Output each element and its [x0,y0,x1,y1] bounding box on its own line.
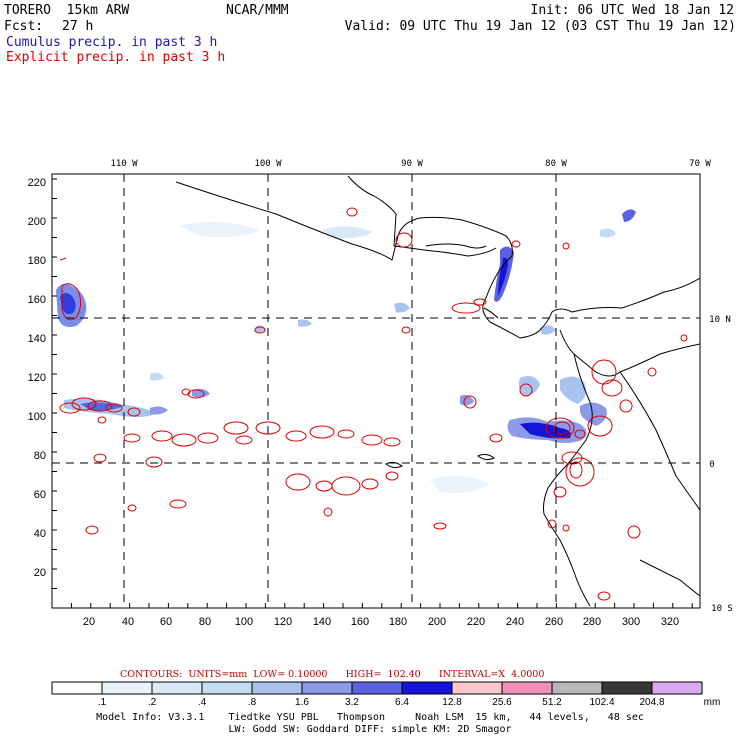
y-tick-label: 60 [34,489,46,501]
legend-label: .4 [198,697,207,708]
legend-unit: mm [704,697,721,708]
x-tick-label: 280 [583,616,601,628]
contour-info: CONTOURS: UNITS=mm LOW= 0.10000 HIGH= 10… [120,669,544,680]
lon-label: 110 W [110,159,138,169]
legend-label: 102.4 [589,697,614,708]
x-tick-label: 320 [661,616,679,628]
legend-swatch [251,681,303,695]
legend-swatch [401,681,453,695]
lon-label: 80 W [545,159,567,169]
legend-label: 6.4 [395,697,409,708]
lon-label: 90 W [401,159,423,169]
x-tick-label: 100 [235,616,253,628]
legend-swatch [151,681,203,695]
explicit-precip-contours [59,207,688,601]
y-tick-label: 140 [28,333,46,345]
x-tick-label: 40 [122,616,134,628]
legend-swatch [101,681,153,695]
valid-time: Valid: 09 UTC Thu 19 Jan 12 (03 CST Thu … [344,19,736,34]
forecast-label: Fcst: [4,19,44,34]
legend-label: 1.6 [295,697,309,708]
cumulus-precip-shading [56,209,636,493]
lat-label: 0 [709,460,714,470]
y-tick-label: 40 [34,528,46,540]
legend-label: 204.8 [639,697,664,708]
field-explicit-label: Explicit precip. in past 3 h [6,50,226,65]
x-tick-label: 20 [83,616,95,628]
lat-label: 10 S [711,604,733,614]
y-tick-label: 160 [28,294,46,306]
y-tick-label: 80 [34,450,46,462]
legend-label: 51.2 [542,697,562,708]
x-tick-label: 140 [313,616,331,628]
y-tick-label: 180 [28,255,46,267]
y-tick-label: 200 [28,216,46,228]
org-label: NCAR/MMM [226,3,289,18]
lon-label: 70 W [689,159,711,169]
legend-swatch [551,681,603,695]
x-tick-labels: 20 40 60 80 100 120 140 160 180 200 220 … [83,616,679,628]
model-info-line2: LW: Godd SW: Goddard DIFF: simple KM: 2D… [228,724,512,735]
init-time: Init: 06 UTC Wed 18 Jan 12 [530,3,735,18]
x-tick-label: 180 [389,616,407,628]
x-tick-label: 200 [428,616,446,628]
legend-swatch [201,681,253,695]
latlon-grid [52,174,700,608]
latitude-labels: 10 N 0 10 S [709,315,733,614]
forecast-hours: 27 h [62,19,94,34]
legend-swatch [501,681,553,695]
model-title: TORERO 15km ARW [4,3,130,18]
coastlines [175,175,700,607]
legend-swatch [301,681,353,695]
legend-swatch [451,681,503,695]
x-tick-label: 240 [506,616,524,628]
legend-swatch [351,681,403,695]
x-tick-label: 80 [199,616,211,628]
legend-swatch [651,681,703,695]
y-axis-ticks [52,178,57,609]
legend-label: .1 [98,697,107,708]
model-info-line1: Model Info: V3.3.1 Tiedtke YSU PBL Thomp… [96,712,644,723]
x-tick-label: 120 [274,616,292,628]
legend-label: 12.8 [442,697,462,708]
y-tick-labels: 20 40 60 80 100 120 140 160 180 200 220 [28,177,46,579]
legend-label: .8 [248,697,257,708]
lat-label: 10 N [709,315,731,325]
legend-swatch [51,681,103,695]
plot-frame [51,173,701,609]
legend-label: 25.6 [492,697,512,708]
y-tick-label: 20 [34,567,46,579]
legend-labels: .1 .2 .4 .8 1.6 3.2 6.4 12.8 25.6 51.2 1… [98,697,721,708]
y-tick-label: 220 [28,177,46,189]
x-tick-label: 260 [545,616,563,628]
lon-label: 100 W [254,159,282,169]
x-axis-ticks [51,603,693,608]
x-tick-label: 60 [160,616,172,628]
legend-label: 3.2 [345,697,359,708]
color-legend [51,681,703,695]
y-tick-label: 100 [28,411,46,423]
field-cumulus-label: Cumulus precip. in past 3 h [6,35,218,50]
x-tick-label: 300 [622,616,640,628]
longitude-labels: 110 W 100 W 90 W 80 W 70 W [110,159,711,169]
legend-label: .2 [148,697,157,708]
x-tick-label: 220 [467,616,485,628]
legend-swatch [601,681,653,695]
y-tick-label: 120 [28,372,46,384]
x-tick-label: 160 [351,616,369,628]
